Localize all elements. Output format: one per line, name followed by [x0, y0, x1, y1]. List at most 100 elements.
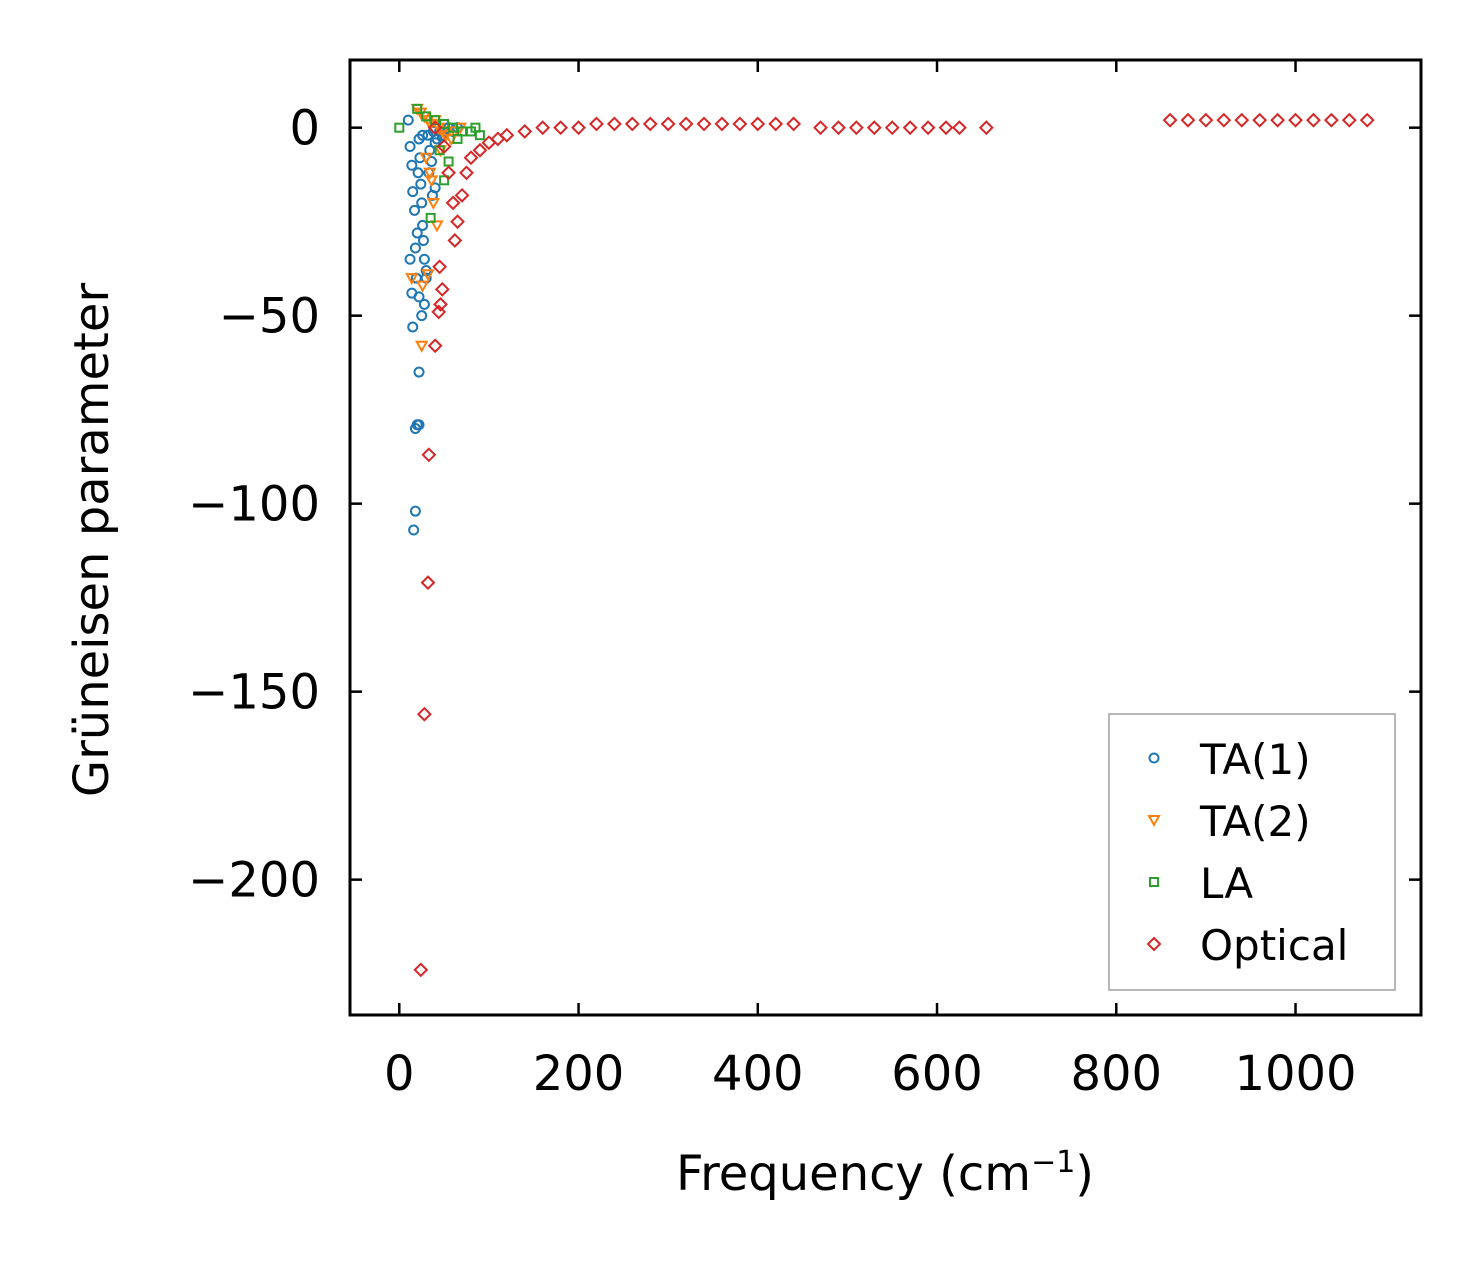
point-optical	[463, 150, 479, 166]
point-optical	[421, 447, 437, 463]
legend-label-ta1: TA(1)	[1199, 735, 1311, 784]
point-optical	[831, 120, 846, 136]
point-optical	[938, 120, 954, 136]
point-optical	[431, 304, 447, 320]
x-tick-label: 200	[533, 1046, 625, 1102]
point-optical	[1323, 112, 1339, 128]
point-ta-1	[415, 178, 427, 190]
point-optical	[952, 120, 967, 136]
point-optical	[1252, 112, 1268, 128]
point-optical	[472, 142, 488, 158]
point-ta-1	[412, 167, 424, 179]
point-optical	[571, 120, 586, 136]
point-optical	[416, 706, 432, 722]
point-la	[412, 103, 423, 114]
scatter-points	[394, 103, 1375, 978]
point-optical	[786, 116, 802, 132]
plot-frame	[348, 58, 1423, 1017]
point-ta-1	[413, 366, 425, 378]
x-tick-label: 0	[384, 1046, 415, 1102]
point-optical	[920, 120, 936, 136]
point-ta-1	[406, 287, 418, 299]
point-optical	[1162, 112, 1178, 128]
point-optical	[1234, 112, 1250, 128]
x-tick-label: 1000	[1234, 1046, 1356, 1102]
point-ta-1	[416, 197, 428, 209]
point-la	[474, 130, 485, 141]
axis-ticks: 0 200 400 600 800 1000 0 −50 −100 −150 −200	[188, 60, 1421, 1102]
point-optical	[606, 116, 622, 132]
point-ta-1	[406, 159, 418, 171]
legend-label-la: LA	[1200, 859, 1253, 908]
y-axis-label: Grüneisen parameter	[64, 283, 120, 798]
point-optical	[750, 116, 766, 132]
point-ta-1	[409, 505, 421, 517]
point-ta-2	[414, 340, 429, 353]
point-optical	[884, 120, 900, 136]
point-optical	[1180, 112, 1196, 128]
point-optical	[535, 120, 551, 136]
point-ta-2	[415, 280, 430, 293]
point-optical	[1288, 112, 1303, 128]
point-la	[452, 133, 463, 144]
legend: TA(1) TA(2) LA Optical	[1108, 713, 1396, 991]
point-ta-1	[404, 140, 416, 152]
point-ta-1	[404, 253, 416, 265]
point-optical	[1359, 112, 1375, 128]
point-optical	[1198, 112, 1214, 128]
point-optical	[589, 116, 604, 132]
point-ta-1	[408, 524, 420, 536]
x-tick-label: 600	[891, 1046, 983, 1102]
point-ta-1	[402, 114, 414, 126]
point-optical	[420, 575, 436, 591]
point-optical	[450, 214, 465, 230]
point-ta-1	[418, 253, 430, 265]
point-ta-1	[418, 298, 430, 310]
point-ta-2	[424, 175, 439, 188]
point-la	[425, 212, 436, 223]
point-ta-1	[409, 242, 421, 254]
legend-marker-ta-2	[1147, 815, 1161, 828]
point-ta-1	[407, 321, 419, 333]
point-optical	[1216, 112, 1232, 128]
point-optical	[624, 116, 640, 132]
point-optical	[1341, 112, 1357, 128]
point-optical	[436, 139, 452, 154]
point-ta-1	[407, 186, 419, 198]
x-axis-label-text: Frequency (cm	[676, 1146, 1031, 1202]
point-ta-2	[405, 273, 419, 286]
point-optical	[499, 127, 515, 143]
point-ta-1	[409, 204, 421, 216]
point-optical	[447, 233, 463, 248]
legend-marker-optical	[1146, 936, 1162, 952]
point-ta-2	[419, 152, 433, 165]
point-optical	[434, 281, 450, 297]
point-optical	[902, 120, 918, 136]
point-optical	[768, 116, 784, 132]
point-optical	[432, 259, 448, 275]
point-ta-2	[430, 220, 444, 233]
point-ta-1	[417, 234, 429, 246]
legend-label-optical: Optical	[1200, 921, 1348, 970]
point-ta-1	[416, 310, 428, 322]
x-axis-label: Frequency (cm−1)	[676, 1145, 1094, 1202]
legend-marker-ta-1	[1148, 752, 1160, 764]
y-tick-label: 0	[289, 101, 320, 157]
point-optical	[553, 120, 569, 136]
point-optical	[660, 116, 676, 132]
point-optical	[1270, 112, 1286, 128]
point-optical	[517, 124, 533, 139]
point-optical	[696, 116, 712, 132]
point-optical	[433, 296, 448, 312]
point-optical	[1306, 112, 1321, 128]
point-optical	[427, 338, 443, 354]
x-axis-label-close: )	[1075, 1146, 1094, 1202]
point-optical	[978, 120, 994, 136]
y-tick-label: −50	[219, 289, 320, 345]
point-ta-2	[426, 197, 441, 210]
legend-markers	[1146, 752, 1162, 952]
point-optical	[427, 120, 443, 136]
y-tick-label: −100	[188, 477, 320, 533]
